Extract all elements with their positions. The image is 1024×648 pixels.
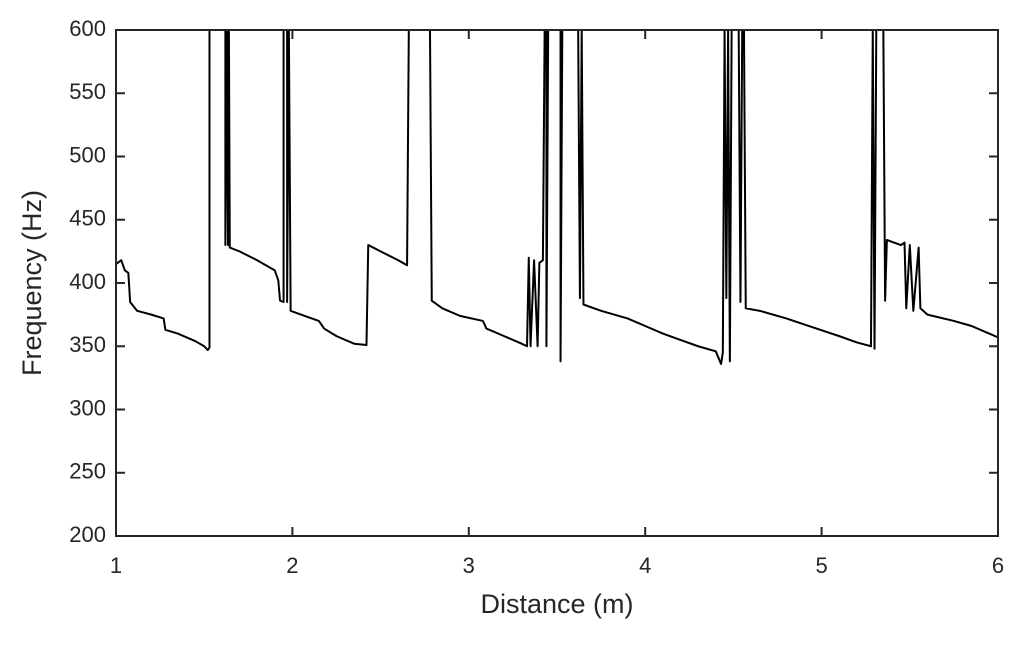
y-tick-label: 600: [69, 16, 106, 41]
x-tick-label: 2: [286, 553, 298, 578]
y-axis-label: Frequency (Hz): [17, 190, 47, 376]
y-tick-label: 200: [69, 522, 106, 547]
x-axis-label: Distance (m): [480, 589, 633, 619]
y-tick-label: 500: [69, 142, 106, 167]
y-tick-label: 300: [69, 395, 106, 420]
x-tick-label: 4: [639, 553, 651, 578]
data-line: [115, 29, 999, 365]
y-tick-label: 350: [69, 332, 106, 357]
y-tick-label: 400: [69, 269, 106, 294]
x-tick-label: 6: [992, 553, 1004, 578]
plot-frame: [115, 29, 999, 537]
y-tick-label: 550: [69, 79, 106, 104]
y-tick-label: 450: [69, 206, 106, 231]
x-tick-label: 3: [463, 553, 475, 578]
x-tick-label: 5: [815, 553, 827, 578]
x-tick-label: 1: [110, 553, 122, 578]
y-tick-label: 250: [69, 459, 106, 484]
